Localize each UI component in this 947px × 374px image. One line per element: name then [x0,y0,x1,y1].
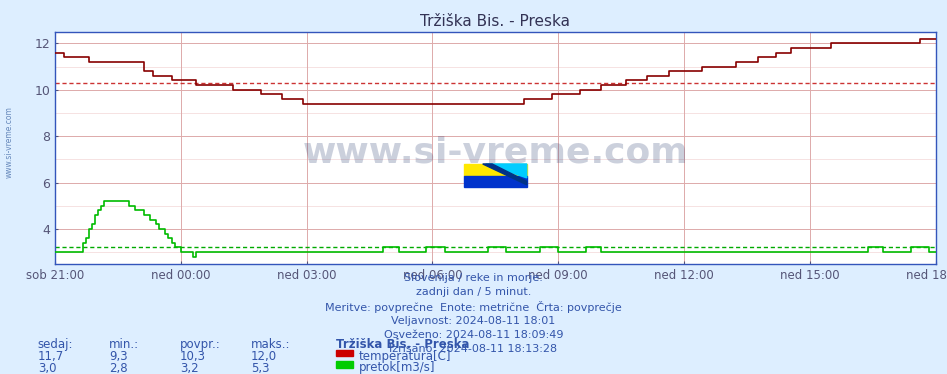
Polygon shape [486,164,527,178]
Text: 5,3: 5,3 [251,362,270,374]
Text: Veljavnost: 2024-08-11 18:01: Veljavnost: 2024-08-11 18:01 [391,316,556,326]
Text: zadnji dan / 5 minut.: zadnji dan / 5 minut. [416,287,531,297]
Text: Izrisano: 2024-08-11 18:13:28: Izrisano: 2024-08-11 18:13:28 [389,344,558,354]
Text: temperatura[C]: temperatura[C] [359,350,452,363]
Polygon shape [483,164,527,185]
Text: sedaj:: sedaj: [38,338,73,352]
Text: 10,3: 10,3 [180,350,205,364]
Text: Slovenija / reke in morje.: Slovenija / reke in morje. [404,273,543,283]
Text: povpr.:: povpr.: [180,338,221,352]
Text: 11,7: 11,7 [38,350,64,364]
Bar [464,175,527,187]
Title: Tržiška Bis. - Preska: Tržiška Bis. - Preska [420,14,570,29]
Text: www.si-vreme.com: www.si-vreme.com [302,135,688,169]
Bar [464,164,527,175]
Text: 3,2: 3,2 [180,362,199,374]
Text: www.si-vreme.com: www.si-vreme.com [5,106,14,178]
Text: Meritve: povprečne  Enote: metrične  Črta: povprečje: Meritve: povprečne Enote: metrične Črta:… [325,301,622,313]
Text: 3,0: 3,0 [38,362,57,374]
Text: Osveženo: 2024-08-11 18:09:49: Osveženo: 2024-08-11 18:09:49 [384,330,563,340]
Text: Tržiška Bis. - Preska: Tržiška Bis. - Preska [336,338,470,352]
Text: min.:: min.: [109,338,139,352]
Text: 9,3: 9,3 [109,350,128,364]
Text: pretok[m3/s]: pretok[m3/s] [359,361,436,374]
Text: 12,0: 12,0 [251,350,277,364]
Text: 2,8: 2,8 [109,362,128,374]
Text: maks.:: maks.: [251,338,291,352]
